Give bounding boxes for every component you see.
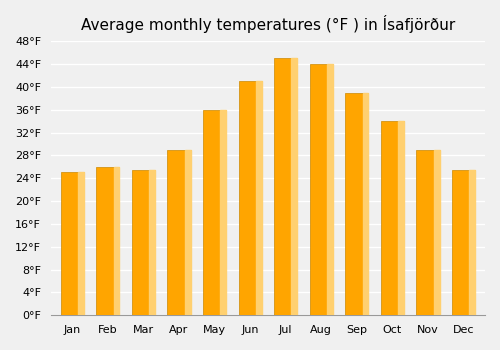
Bar — [416, 150, 440, 315]
Bar — [96, 167, 120, 315]
Title: Average monthly temperatures (°F ) in Ísafjörður: Average monthly temperatures (°F ) in Ís… — [81, 15, 455, 33]
Bar — [168, 150, 190, 315]
Bar — [60, 173, 84, 315]
Bar — [238, 81, 262, 315]
Bar — [470, 170, 475, 315]
Bar — [114, 167, 119, 315]
Bar — [274, 58, 297, 315]
Bar — [132, 170, 155, 315]
Bar — [381, 121, 404, 315]
Bar — [452, 170, 475, 315]
Bar — [149, 170, 155, 315]
Bar — [310, 64, 333, 315]
Bar — [346, 92, 368, 315]
Bar — [434, 150, 440, 315]
Bar — [203, 110, 226, 315]
Bar — [256, 81, 262, 315]
Bar — [220, 110, 226, 315]
Bar — [398, 121, 404, 315]
Bar — [362, 92, 368, 315]
Bar — [184, 150, 190, 315]
Bar — [292, 58, 298, 315]
Bar — [78, 173, 84, 315]
Bar — [327, 64, 333, 315]
